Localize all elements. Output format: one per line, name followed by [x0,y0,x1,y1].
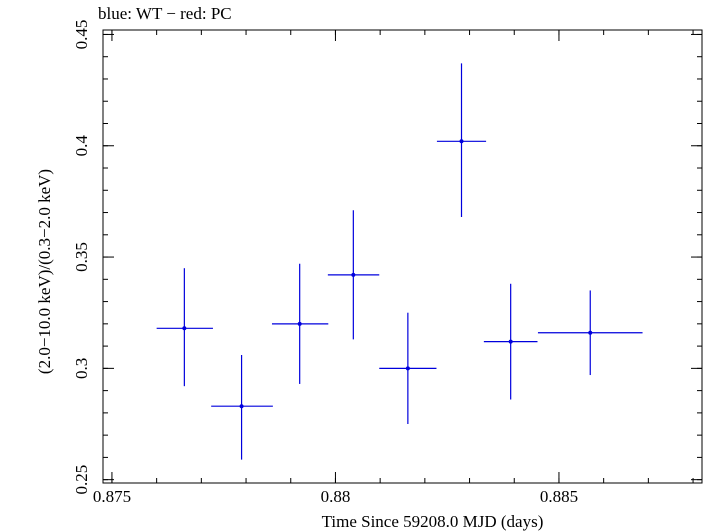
data-point [588,330,593,335]
y-tick-label: 0.35 [72,242,91,272]
y-tick-label: 0.45 [72,20,91,50]
y-tick-label: 0.3 [72,358,91,379]
data-point [239,404,244,409]
y-tick-label: 0.25 [72,465,91,495]
x-tick-label: 0.875 [93,487,131,506]
chart-title: blue: WT − red: PC [98,4,232,23]
plot-frame [102,29,703,484]
data-point [508,339,513,344]
data-point [182,326,187,331]
data-point [459,139,464,144]
x-axis-label: Time Since 59208.0 MJD (days) [322,512,544,531]
data-point [405,366,410,371]
data-point [351,272,356,277]
x-tick-label: 0.88 [321,487,351,506]
y-tick-label: 0.4 [72,135,91,157]
y-axis-label: (2.0−10.0 keV)/(0.3−2.0 keV) [35,169,54,374]
data-point [297,321,302,326]
x-tick-label: 0.885 [540,487,578,506]
